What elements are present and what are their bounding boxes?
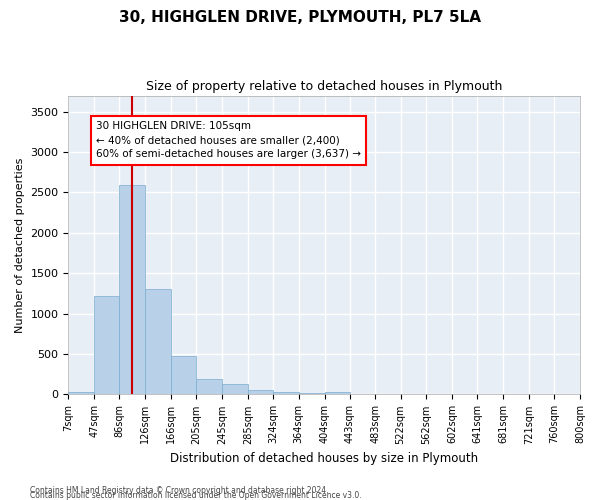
Bar bbox=[171, 356, 196, 395]
Bar bbox=[68, 392, 94, 394]
Bar bbox=[325, 392, 350, 394]
Text: Contains HM Land Registry data © Crown copyright and database right 2024.: Contains HM Land Registry data © Crown c… bbox=[30, 486, 329, 495]
Bar bbox=[196, 378, 222, 394]
Bar bbox=[273, 392, 299, 394]
Bar bbox=[94, 296, 119, 394]
Bar bbox=[145, 288, 171, 395]
Y-axis label: Number of detached properties: Number of detached properties bbox=[15, 158, 25, 332]
Text: Contains public sector information licensed under the Open Government Licence v3: Contains public sector information licen… bbox=[30, 491, 362, 500]
Bar bbox=[248, 390, 273, 394]
Bar bbox=[299, 393, 325, 394]
Text: 30, HIGHGLEN DRIVE, PLYMOUTH, PL7 5LA: 30, HIGHGLEN DRIVE, PLYMOUTH, PL7 5LA bbox=[119, 10, 481, 25]
Bar bbox=[119, 185, 145, 394]
X-axis label: Distribution of detached houses by size in Plymouth: Distribution of detached houses by size … bbox=[170, 452, 478, 465]
Bar bbox=[222, 384, 248, 394]
Title: Size of property relative to detached houses in Plymouth: Size of property relative to detached ho… bbox=[146, 80, 502, 93]
Text: 30 HIGHGLEN DRIVE: 105sqm
← 40% of detached houses are smaller (2,400)
60% of se: 30 HIGHGLEN DRIVE: 105sqm ← 40% of detac… bbox=[96, 122, 361, 160]
